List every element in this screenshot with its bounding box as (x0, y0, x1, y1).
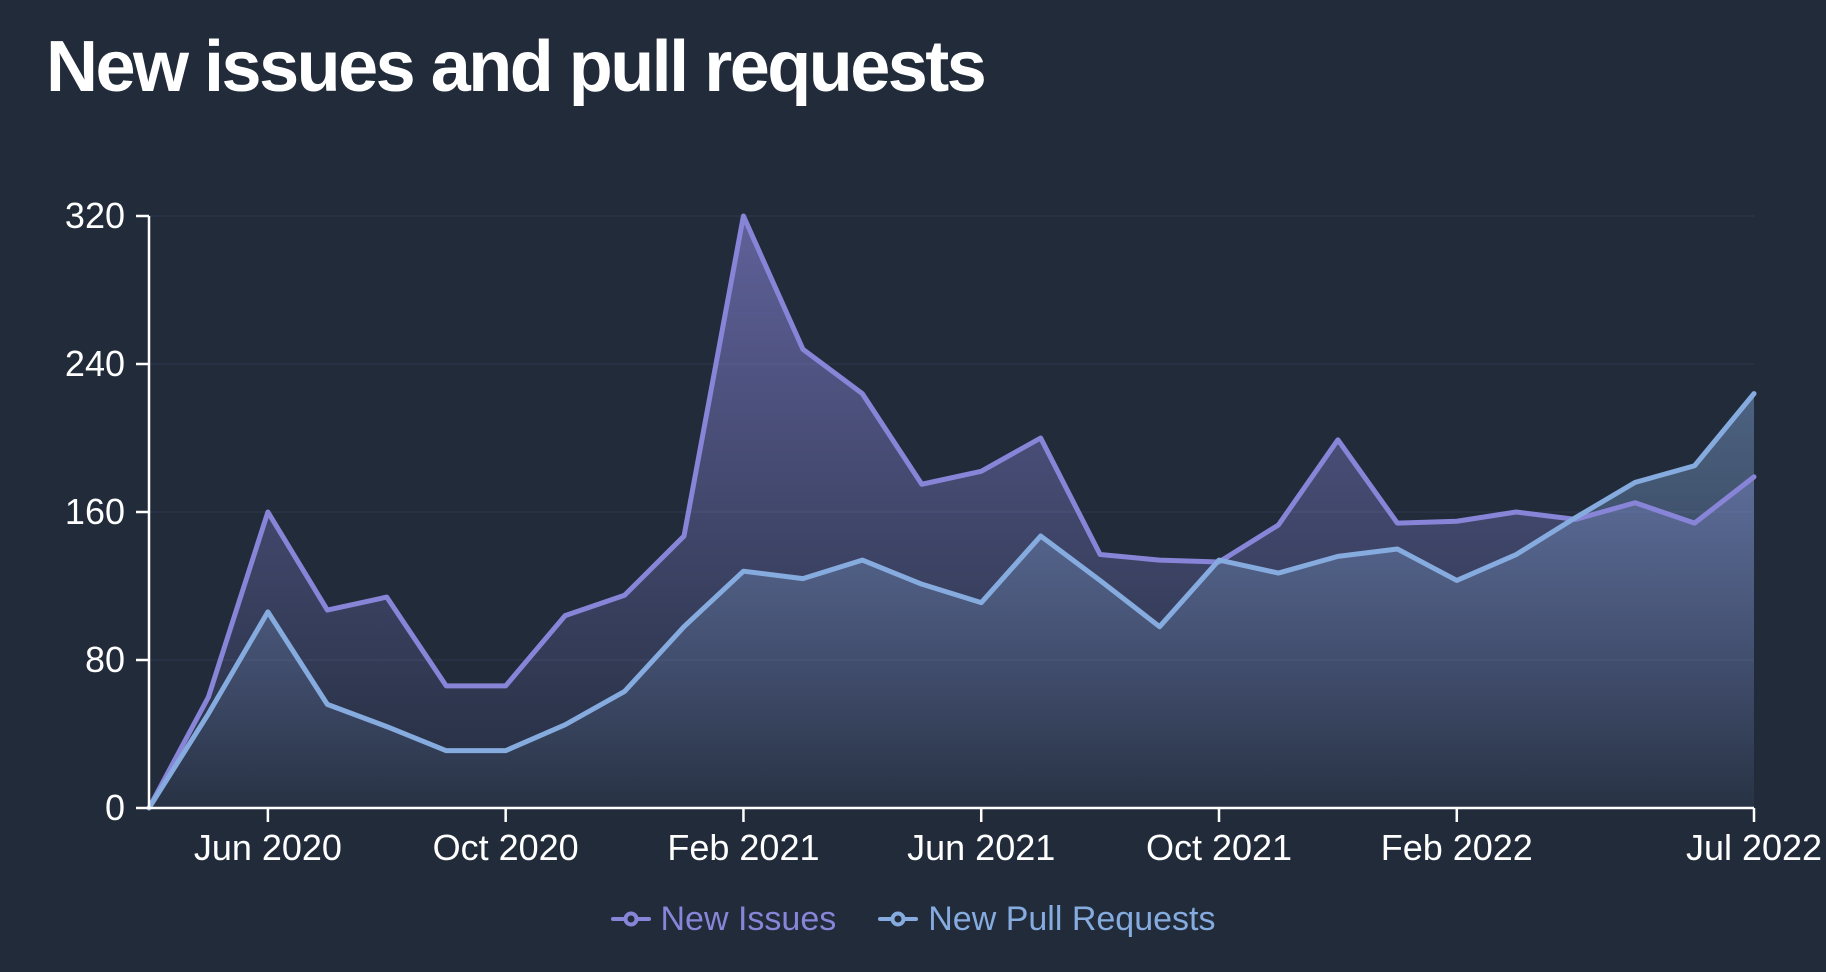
area-fill-new-pull-requests (149, 393, 1754, 808)
chart-title: New issues and pull requests (46, 27, 987, 107)
series-line-new-pull-requests (146, 391, 1757, 811)
y-tick-label: 160 (65, 491, 125, 532)
x-tick-label: Feb 2021 (667, 827, 819, 868)
y-tick-label: 320 (65, 195, 125, 236)
x-tick-label: Jun 2020 (194, 827, 342, 868)
legend-item-new-issues: New Issues (610, 900, 837, 938)
line-series-marker-icon (610, 911, 651, 927)
x-tick-label: Jun 2021 (907, 827, 1055, 868)
chart-legend: New Issues New Pull Requests (0, 891, 1826, 947)
line-series-marker-icon (878, 911, 919, 927)
legend-item-new-pull-requests: New Pull Requests (878, 902, 1215, 936)
legend-label-new-pull-requests: New Pull Requests (928, 900, 1216, 938)
series-line-new-issues (146, 213, 1757, 811)
x-tick-label: Oct 2021 (1146, 827, 1292, 868)
x-tick-label: Jul 2022 (1686, 827, 1822, 868)
y-tick-label: 240 (65, 343, 125, 384)
x-tick-label: Oct 2020 (433, 827, 579, 868)
x-tick-label: Feb 2022 (1381, 827, 1533, 868)
y-tick-label: 80 (85, 639, 125, 680)
y-tick-label: 0 (105, 787, 125, 828)
legend-label-new-issues: New Issues (660, 900, 837, 938)
